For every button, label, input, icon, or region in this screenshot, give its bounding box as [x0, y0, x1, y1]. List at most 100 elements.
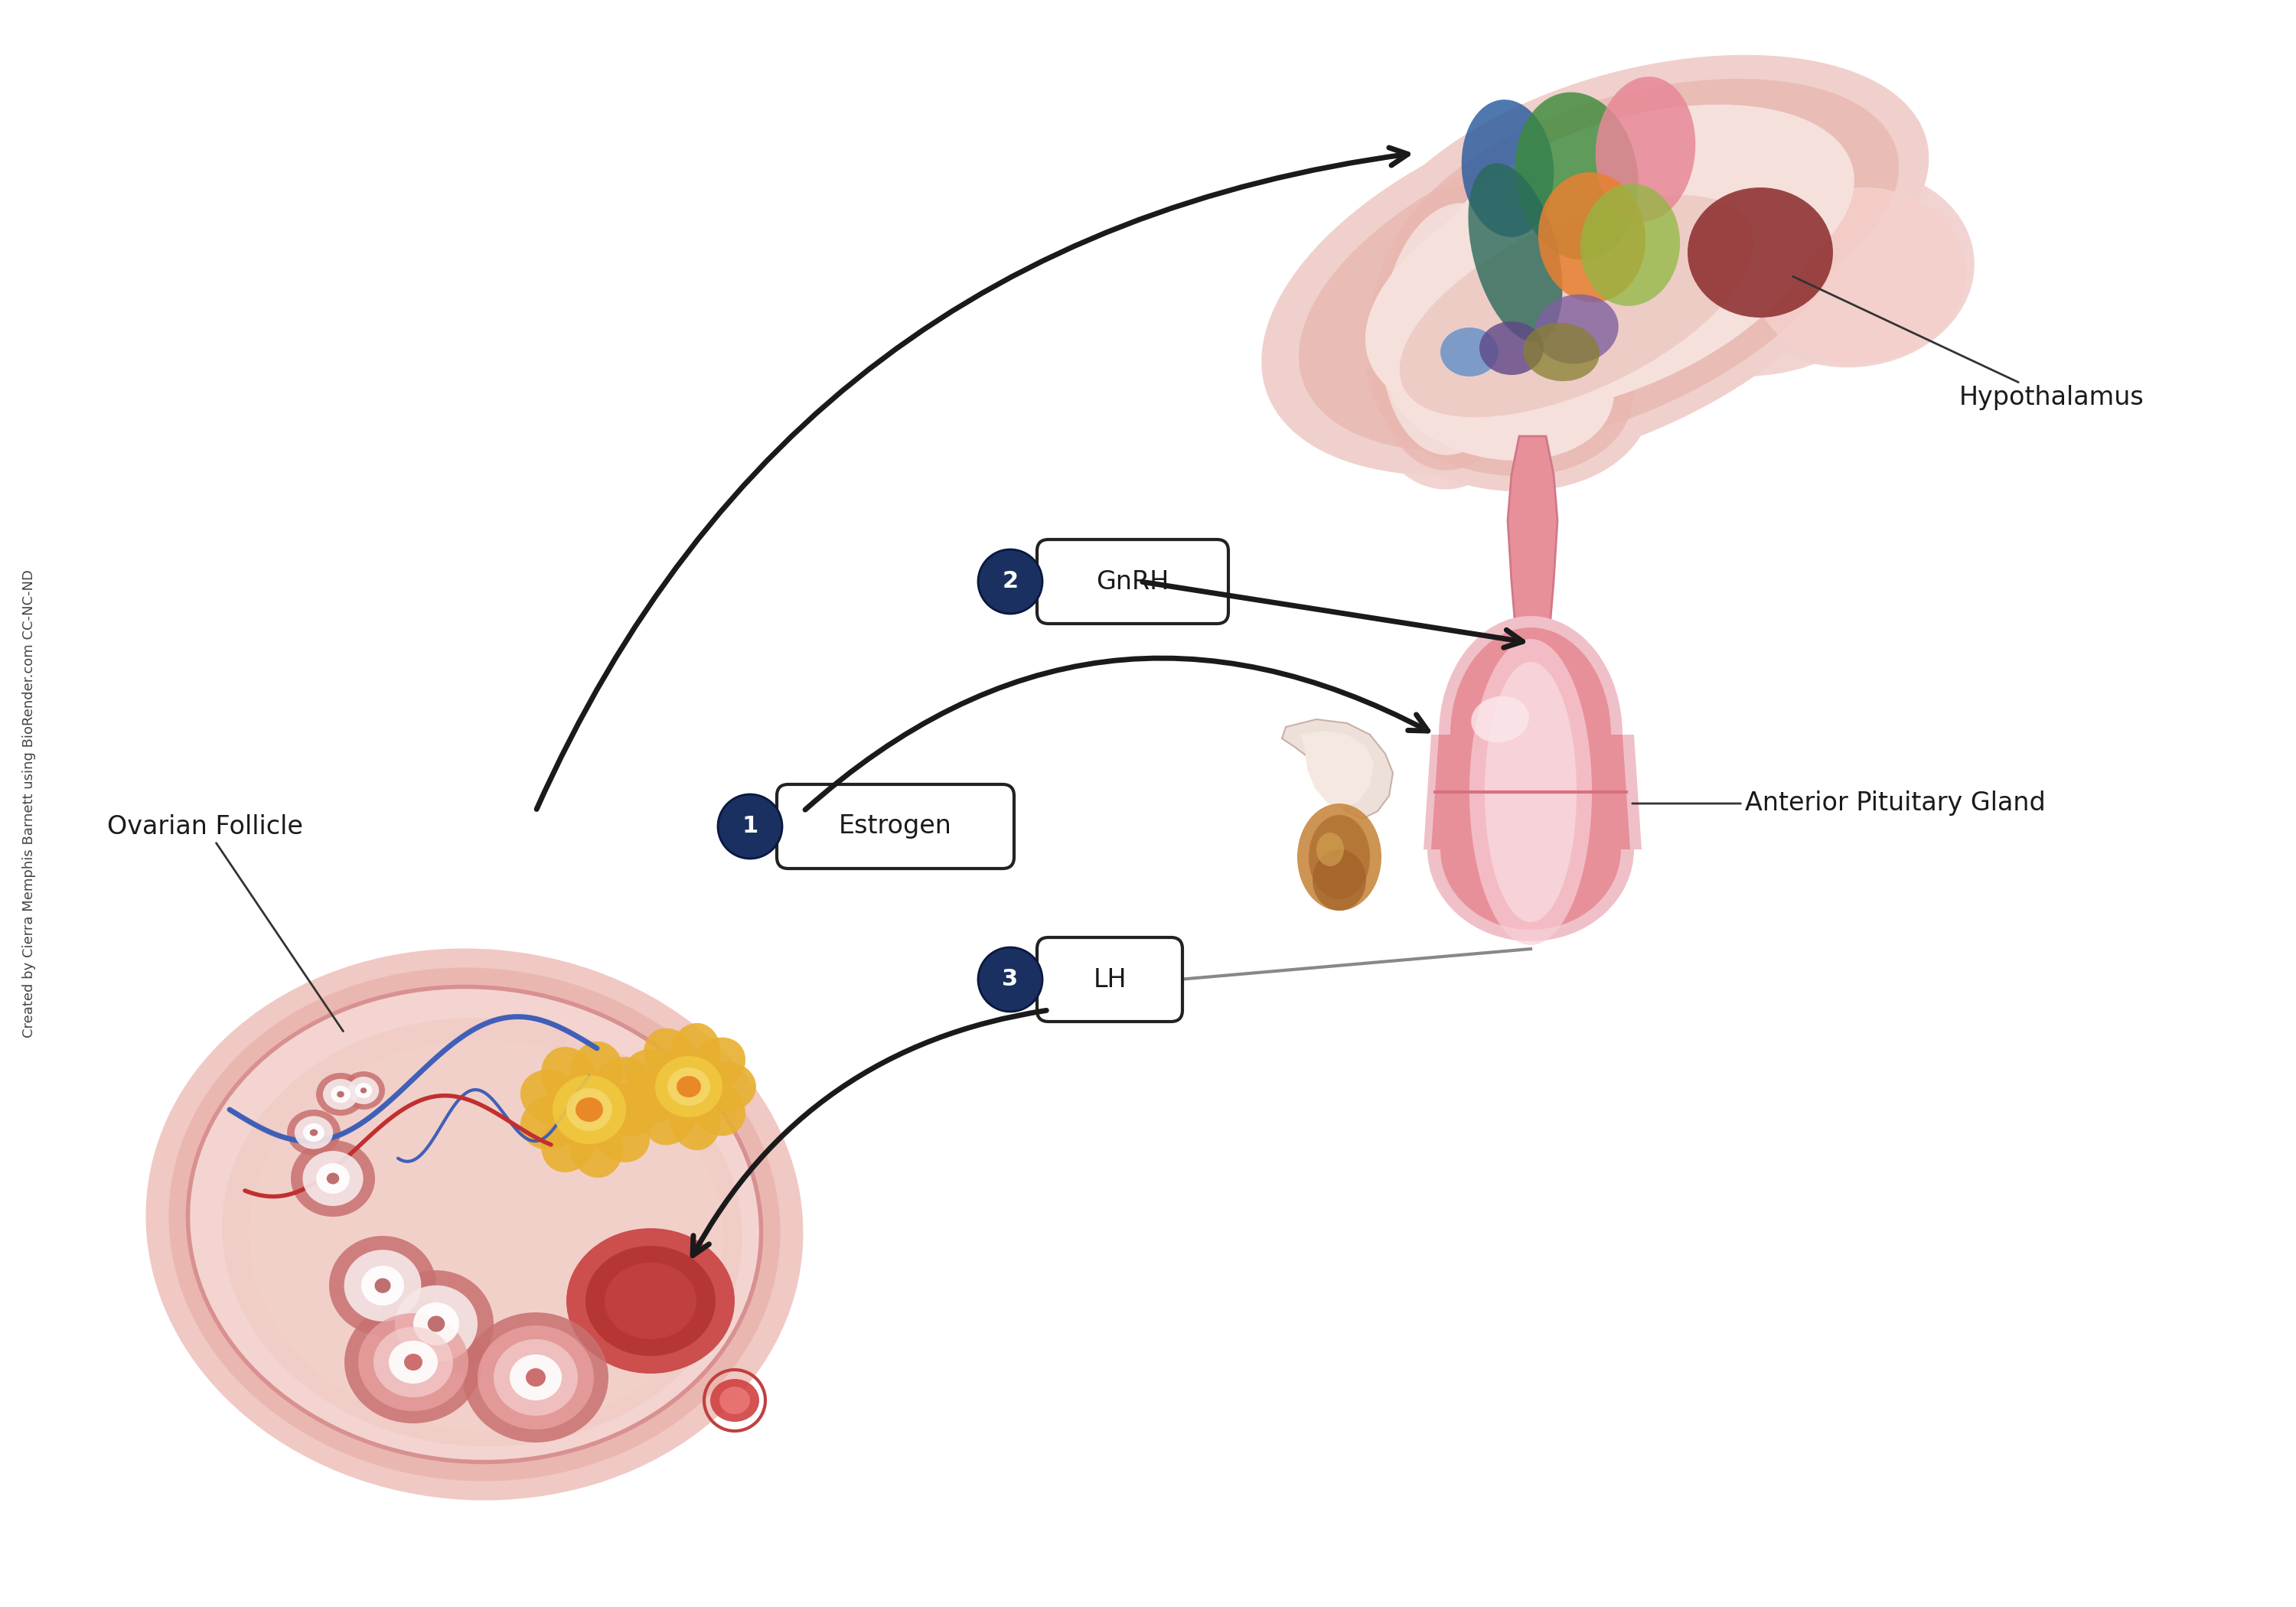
Ellipse shape: [292, 1141, 374, 1216]
Ellipse shape: [1309, 815, 1371, 900]
Ellipse shape: [1752, 188, 1968, 363]
Ellipse shape: [590, 1104, 650, 1162]
Ellipse shape: [597, 1083, 661, 1136]
Ellipse shape: [1515, 92, 1639, 260]
Ellipse shape: [1300, 114, 1855, 452]
Ellipse shape: [374, 1327, 452, 1398]
Circle shape: [978, 550, 1042, 614]
Ellipse shape: [1387, 305, 1614, 461]
Ellipse shape: [604, 1263, 696, 1339]
Text: Estrogen: Estrogen: [838, 813, 953, 839]
Ellipse shape: [1261, 90, 1876, 476]
Ellipse shape: [709, 1379, 760, 1422]
Ellipse shape: [689, 1080, 746, 1136]
Ellipse shape: [1463, 100, 1554, 238]
Ellipse shape: [1362, 55, 1929, 373]
Ellipse shape: [168, 967, 781, 1482]
Ellipse shape: [1366, 289, 1632, 476]
Ellipse shape: [358, 1313, 468, 1411]
Text: Created by Cierra Memphis Barnett using BioRender.com CC-NC-ND: Created by Cierra Memphis Barnett using …: [23, 569, 37, 1038]
Ellipse shape: [1580, 183, 1681, 305]
Ellipse shape: [567, 1088, 613, 1131]
Text: LH: LH: [1093, 967, 1127, 992]
Ellipse shape: [1401, 194, 1754, 418]
FancyBboxPatch shape: [1038, 937, 1182, 1022]
Ellipse shape: [590, 1057, 650, 1115]
Ellipse shape: [1297, 804, 1382, 911]
Ellipse shape: [1366, 141, 1818, 418]
Ellipse shape: [303, 1151, 363, 1205]
Ellipse shape: [625, 1072, 684, 1123]
Ellipse shape: [331, 1086, 351, 1102]
Polygon shape: [1508, 435, 1557, 704]
Ellipse shape: [360, 1266, 404, 1305]
Ellipse shape: [1437, 104, 1855, 339]
Ellipse shape: [324, 1078, 358, 1110]
Text: Hypothalamus: Hypothalamus: [1793, 276, 2144, 410]
Ellipse shape: [696, 1061, 755, 1112]
Ellipse shape: [1486, 662, 1577, 922]
Ellipse shape: [1538, 172, 1646, 302]
Ellipse shape: [338, 1091, 344, 1098]
Ellipse shape: [1492, 643, 1568, 704]
Ellipse shape: [1596, 77, 1694, 222]
Polygon shape: [1424, 734, 1642, 850]
Ellipse shape: [668, 1067, 709, 1106]
Ellipse shape: [670, 1090, 721, 1151]
Ellipse shape: [303, 1123, 324, 1141]
Ellipse shape: [326, 1173, 340, 1184]
Ellipse shape: [464, 1313, 608, 1443]
Ellipse shape: [1688, 188, 1832, 318]
Ellipse shape: [1479, 321, 1543, 374]
Ellipse shape: [643, 1028, 698, 1086]
Ellipse shape: [542, 1110, 597, 1172]
Text: 2: 2: [1001, 570, 1019, 593]
Ellipse shape: [654, 1056, 723, 1117]
Ellipse shape: [223, 1017, 742, 1446]
Ellipse shape: [349, 1077, 379, 1104]
Ellipse shape: [310, 1130, 317, 1136]
Ellipse shape: [1472, 696, 1529, 742]
Ellipse shape: [248, 1041, 723, 1432]
Ellipse shape: [1380, 202, 1527, 455]
Ellipse shape: [342, 1072, 386, 1109]
Ellipse shape: [542, 1046, 597, 1109]
Ellipse shape: [328, 1236, 436, 1335]
Circle shape: [719, 794, 783, 858]
Ellipse shape: [553, 1075, 627, 1144]
Ellipse shape: [625, 1049, 684, 1101]
Ellipse shape: [145, 948, 804, 1501]
Ellipse shape: [1233, 665, 1417, 865]
Ellipse shape: [287, 1109, 340, 1155]
Ellipse shape: [344, 1302, 482, 1424]
Polygon shape: [1302, 731, 1373, 808]
Ellipse shape: [521, 1094, 583, 1149]
Ellipse shape: [388, 1340, 439, 1384]
Ellipse shape: [1467, 164, 1564, 342]
Ellipse shape: [188, 987, 762, 1462]
Ellipse shape: [1440, 615, 1623, 853]
Ellipse shape: [1534, 294, 1619, 363]
Ellipse shape: [294, 1115, 333, 1149]
FancyBboxPatch shape: [1038, 540, 1228, 624]
Circle shape: [978, 948, 1042, 1012]
Ellipse shape: [413, 1302, 459, 1345]
Text: 1: 1: [742, 815, 758, 837]
Ellipse shape: [677, 1077, 700, 1098]
Ellipse shape: [1368, 188, 1538, 471]
Ellipse shape: [360, 1088, 367, 1093]
FancyBboxPatch shape: [776, 784, 1015, 868]
Ellipse shape: [510, 1355, 563, 1400]
Ellipse shape: [569, 1041, 622, 1106]
Ellipse shape: [526, 1368, 546, 1387]
Ellipse shape: [317, 1073, 365, 1115]
Ellipse shape: [689, 1038, 746, 1093]
Ellipse shape: [1451, 627, 1612, 842]
Ellipse shape: [395, 1286, 478, 1363]
Ellipse shape: [1313, 850, 1366, 911]
Ellipse shape: [478, 1326, 595, 1430]
Ellipse shape: [1469, 640, 1591, 945]
Ellipse shape: [1316, 832, 1343, 866]
Ellipse shape: [569, 1114, 622, 1178]
Ellipse shape: [1607, 145, 1913, 376]
